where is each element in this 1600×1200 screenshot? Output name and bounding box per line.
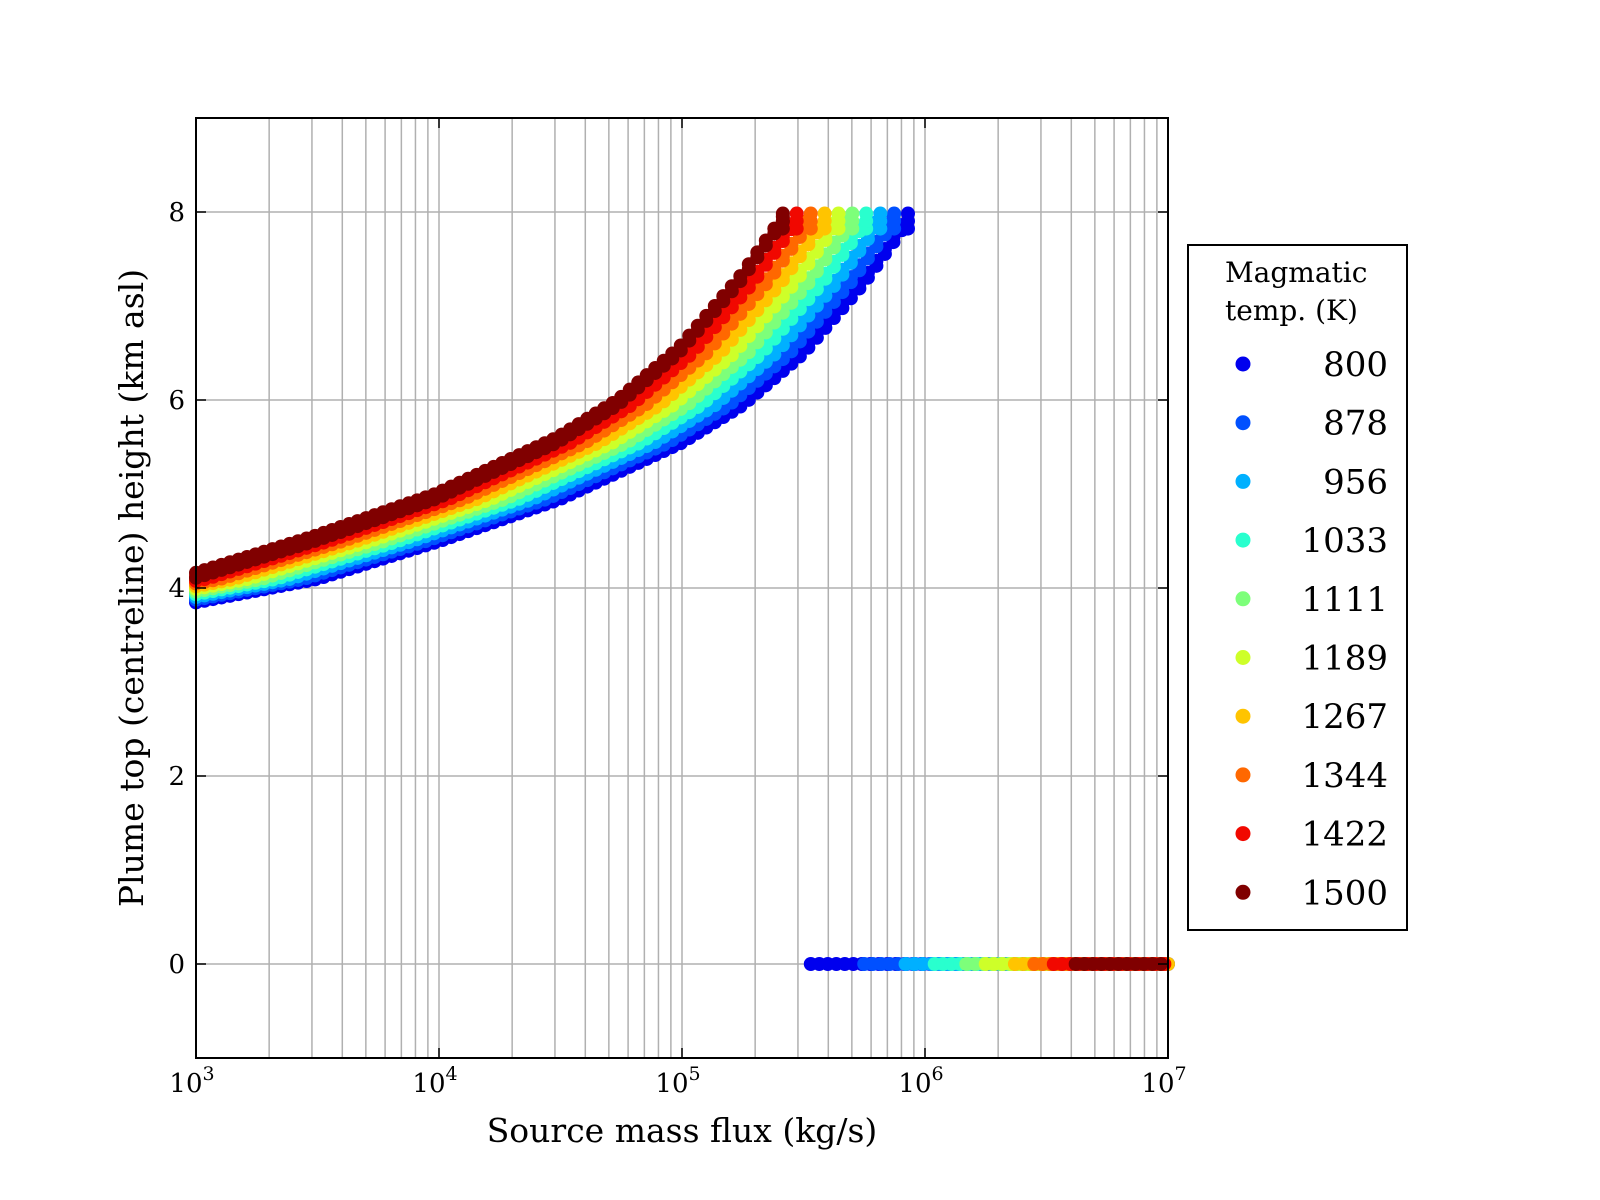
data-point [758,238,773,253]
data-point [690,323,705,338]
legend-item: 800 [1235,345,1388,385]
series-1033 [189,206,1172,971]
y-axis-label: Plume top (centreline) height (km asl) [112,269,151,907]
legend-item: 1344 [1235,756,1388,796]
legend-label: 1422 [1301,815,1388,855]
legend-item: 1422 [1235,815,1388,855]
data-point [887,206,902,221]
legend-item: 1267 [1235,697,1388,737]
legend-title-line2: temp. (K) [1225,294,1358,327]
legend-label: 1111 [1301,580,1388,620]
y-tick-label: 8 [168,198,185,228]
legend-item: 956 [1235,462,1388,502]
legend-marker [1235,708,1251,724]
legend-label: 956 [1323,462,1388,502]
x-tick-label: 106 [898,1063,943,1099]
legend-label: 1344 [1301,756,1388,796]
legend-box [1187,244,1408,931]
legend: Magmatic temp. (K) 800 878 956 1033 1111 1189… [1187,244,1408,931]
series-878 [189,206,1169,971]
legend-marker [1235,473,1251,489]
data-point [803,206,818,221]
x-tick-label: 104 [412,1063,457,1099]
series-1422 [189,206,1172,971]
data-point [733,274,748,289]
data-point [817,206,832,221]
data-point [716,294,731,309]
legend-marker [1235,650,1251,665]
legend-marker [1235,356,1251,372]
legend-label: 878 [1323,404,1388,444]
x-tick-label: 107 [1141,1063,1186,1099]
y-tick-label: 4 [168,574,185,604]
x-axis-label: Source mass flux (kg/s) [487,1111,878,1150]
series-1111 [189,206,1169,971]
legend-label: 1189 [1301,639,1388,679]
y-tick-label: 2 [168,762,185,792]
y-tick-label: 6 [168,386,185,416]
data-point [682,333,697,348]
data-point [831,206,846,221]
series-1344 [189,206,1169,971]
legend-marker [1235,826,1251,842]
legend-marker [1235,767,1251,783]
data-point [699,313,714,328]
legend-item: 1111 [1235,580,1388,620]
legend-title-line1: Magmatic [1225,256,1367,289]
legend-label: 800 [1323,345,1388,385]
data-point [707,304,722,318]
grid [195,118,1168,1058]
x-tick-label: 105 [655,1063,700,1099]
legend-marker [1235,415,1251,431]
y-tick-label: 0 [168,950,185,980]
legend-label: 1267 [1301,697,1388,737]
data-point [873,206,888,221]
data-point [789,206,804,221]
series-956 [189,206,1168,971]
legend-item: 1189 [1235,639,1388,679]
data-point [845,206,860,221]
legend-item: 1033 [1235,521,1388,561]
legend-item: 1500 [1235,873,1388,913]
legend-item: 878 [1235,404,1388,444]
legend-label: 1033 [1301,521,1388,561]
series-1500 [189,206,1168,971]
data-point [741,262,756,277]
series-1189 [189,206,1172,971]
data-point [859,206,874,221]
data-point [900,206,915,221]
legend-marker [1235,884,1251,900]
data-point [750,250,765,265]
data-point [775,206,790,221]
legend-label: 1500 [1301,873,1388,913]
data-points [189,206,1175,971]
data-point [673,343,688,358]
axis-ticks: 0 2 4 6 8 103 104 105 106 107 [168,118,1187,1099]
legend-marker [1235,591,1251,607]
x-tick-label: 103 [169,1063,214,1099]
data-point [724,284,739,299]
legend-marker [1235,532,1251,548]
